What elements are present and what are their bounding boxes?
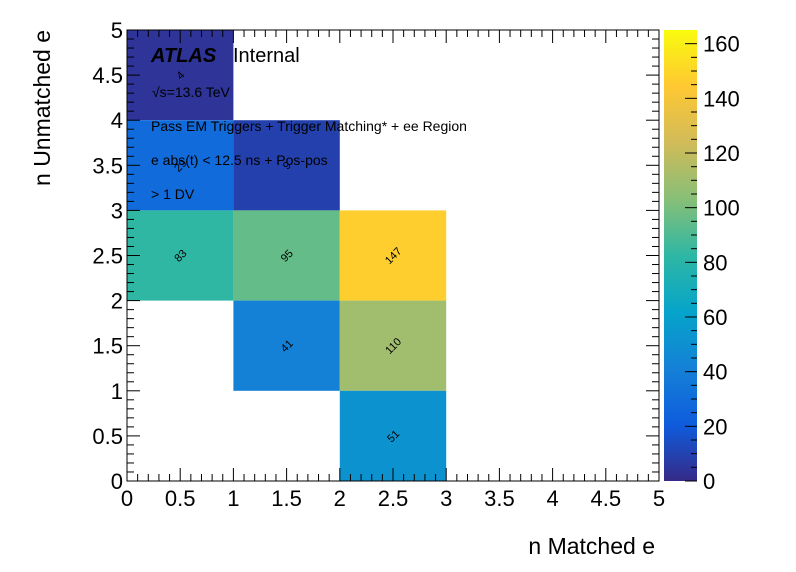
heatmap-cell bbox=[233, 210, 340, 301]
y-tick-label: 4.5 bbox=[92, 63, 123, 88]
heatmap-cell bbox=[127, 210, 234, 301]
y-tick-label: 1.5 bbox=[92, 334, 123, 359]
atlas-logo-text: ATLAS bbox=[150, 45, 217, 67]
y-tick-label: 2 bbox=[111, 289, 123, 314]
y-tick-label: 1 bbox=[111, 379, 123, 404]
y-tick-label: 3 bbox=[111, 198, 123, 223]
y-tick-label: 2.5 bbox=[92, 244, 123, 269]
selection-label-3: > 1 DV bbox=[151, 186, 195, 202]
heatmap-cell bbox=[339, 300, 447, 391]
x-tick-label: 3 bbox=[440, 486, 452, 511]
colorbar-scale bbox=[664, 30, 697, 481]
atlas-label: ATLAS Internal bbox=[150, 45, 300, 67]
heatmap-cell bbox=[339, 210, 447, 301]
heatmap-cell bbox=[233, 120, 340, 211]
y-tick-label: 3.5 bbox=[92, 153, 123, 178]
y-tick-label: 5 bbox=[111, 18, 123, 43]
x-tick-label: 0 bbox=[121, 486, 133, 511]
y-tick-label: 4 bbox=[111, 108, 123, 133]
x-axis-label: n Matched e bbox=[528, 533, 655, 559]
x-tick-label: 3.5 bbox=[484, 486, 515, 511]
heatmap-cell bbox=[233, 300, 340, 391]
y-tick-label: 0 bbox=[111, 469, 123, 494]
colorbar-tick-label: 80 bbox=[703, 250, 727, 275]
atlas-internal-text: Internal bbox=[233, 45, 300, 67]
heatmap-cell bbox=[127, 120, 234, 211]
colorbar-tick-label: 40 bbox=[703, 360, 727, 385]
selection-label-1: Pass EM Triggers + Trigger Matching* + e… bbox=[151, 118, 467, 134]
x-tick-label: 2 bbox=[334, 486, 346, 511]
x-tick-label: 1.5 bbox=[271, 486, 302, 511]
colorbar-tick-label: 160 bbox=[703, 32, 740, 57]
x-tick-label: 4.5 bbox=[591, 486, 622, 511]
y-axis-label: n Unmatched e bbox=[29, 30, 55, 186]
colorbar-tick-label: 140 bbox=[703, 86, 740, 111]
colorbar-tick-label: 20 bbox=[703, 414, 727, 439]
heatmap-cell bbox=[339, 390, 447, 481]
x-tick-label: 0.5 bbox=[165, 486, 196, 511]
colorbar: 0 20 40 60 80 100 120 140 160 bbox=[664, 30, 740, 494]
x-tick-label: 5 bbox=[653, 486, 665, 511]
x-tick-label: 2.5 bbox=[378, 486, 409, 511]
axes: 0 0.5 1 1.5 2 2.5 3 3.5 4 4.5 5 0 0.5 1 1.5 2 2.5 3 3.5 4 4.… bbox=[92, 18, 665, 511]
x-tick-label: 4 bbox=[546, 486, 558, 511]
colorbar-tick-label: 0 bbox=[703, 469, 715, 494]
colorbar-tick-label: 120 bbox=[703, 141, 740, 166]
y-tick-label: 0.5 bbox=[92, 424, 123, 449]
colorbar-tick-label: 60 bbox=[703, 305, 727, 330]
energy-label: √s=13.6 TeV bbox=[152, 84, 231, 100]
colorbar-tick-label: 100 bbox=[703, 196, 740, 221]
x-tick-label: 1 bbox=[227, 486, 239, 511]
heatmap-cell bbox=[127, 30, 234, 121]
selection-label-2: e abs(t) < 12.5 ns + Pos-pos bbox=[151, 152, 328, 168]
